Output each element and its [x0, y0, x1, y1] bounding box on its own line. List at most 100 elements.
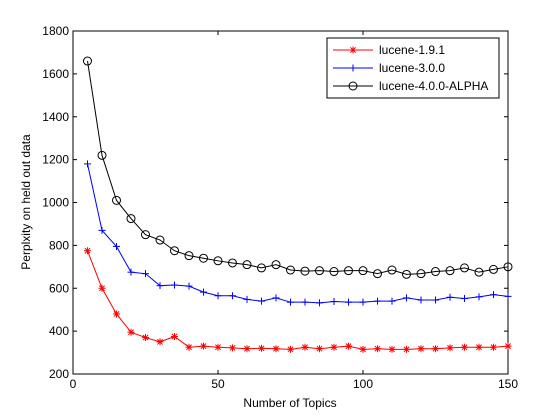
data-point-lucene-1-9-1 [258, 344, 265, 352]
data-point-lucene-3-0-0 [98, 226, 106, 234]
legend-marker [349, 64, 357, 72]
series-lucene-3-0-0 [84, 160, 512, 307]
data-point-lucene-3-0-0 [388, 297, 396, 305]
series-layer [83, 56, 513, 353]
data-point-lucene-1-9-1 [475, 343, 483, 351]
y-tick-label: 400 [49, 324, 69, 338]
data-point-lucene-4-0-0-alpha [373, 269, 382, 279]
data-point-lucene-3-0-0 [316, 299, 323, 307]
data-point-lucene-4-0-0-alpha [503, 262, 513, 272]
data-point-lucene-1-9-1 [185, 343, 193, 351]
data-point-lucene-1-9-1 [243, 345, 251, 353]
data-point-lucene-3-0-0 [84, 160, 91, 168]
data-point-lucene-1-9-1 [359, 345, 367, 353]
data-point-lucene-1-9-1 [461, 343, 468, 351]
data-point-lucene-4-0-0-alpha [402, 269, 411, 279]
data-point-lucene-4-0-0-alpha [126, 214, 136, 224]
data-point-lucene-1-9-1 [504, 342, 512, 350]
data-point-lucene-1-9-1 [374, 345, 381, 353]
data-point-lucene-3-0-0 [243, 295, 251, 303]
data-point-lucene-3-0-0 [258, 297, 265, 305]
axis-ticks [72, 30, 509, 375]
legend-label: lucene-3.0.0 [379, 61, 445, 75]
data-point-lucene-4-0-0-alpha [83, 56, 92, 66]
data-point-lucene-4-0-0-alpha [257, 263, 266, 273]
series-lucene-4-0-0-alpha [83, 56, 513, 279]
data-point-lucene-1-9-1 [446, 344, 454, 352]
data-point-lucene-1-9-1 [156, 338, 164, 346]
data-point-lucene-3-0-0 [287, 298, 294, 306]
data-point-lucene-3-0-0 [214, 292, 222, 300]
data-point-lucene-4-0-0-alpha [460, 263, 469, 273]
data-point-lucene-1-9-1 [84, 247, 91, 255]
data-point-lucene-1-9-1 [432, 345, 439, 353]
legend-marker [349, 46, 357, 54]
data-point-lucene-3-0-0 [490, 291, 497, 299]
data-point-lucene-1-9-1 [142, 334, 149, 342]
legend-item-lucene-1-9-1: lucene-1.9.1 [333, 43, 445, 57]
data-point-lucene-4-0-0-alpha [315, 266, 324, 276]
legend-item-lucene-4-0-0-alpha: lucene-4.0.0-ALPHA [333, 79, 488, 93]
data-point-lucene-3-0-0 [229, 292, 236, 300]
data-point-lucene-3-0-0 [345, 298, 352, 306]
data-point-lucene-1-9-1 [301, 343, 309, 351]
data-point-lucene-1-9-1 [388, 345, 396, 353]
x-tick-label: 0 [70, 377, 77, 391]
data-point-lucene-1-9-1 [316, 345, 323, 353]
data-point-lucene-4-0-0-alpha [213, 256, 223, 266]
y-tick-label: 1000 [42, 196, 69, 210]
data-point-lucene-4-0-0-alpha [300, 266, 310, 276]
y-axis-title: Perplxity on held out data [19, 134, 33, 270]
data-point-lucene-3-0-0 [200, 288, 207, 296]
data-point-lucene-1-9-1 [272, 345, 280, 353]
y-tick-label: 200 [49, 367, 69, 381]
data-point-lucene-4-0-0-alpha [489, 264, 498, 274]
data-point-lucene-4-0-0-alpha [228, 258, 237, 268]
data-point-lucene-1-9-1 [403, 345, 410, 353]
y-tick-label: 1400 [42, 110, 69, 124]
data-point-lucene-4-0-0-alpha [344, 266, 353, 276]
data-point-lucene-3-0-0 [171, 281, 178, 289]
x-tick-label: 150 [498, 377, 518, 391]
y-tick-label: 1600 [42, 67, 69, 81]
data-point-lucene-4-0-0-alpha [141, 230, 150, 240]
x-tick-label: 100 [353, 377, 373, 391]
data-point-lucene-4-0-0-alpha [387, 265, 397, 275]
data-point-lucene-3-0-0 [330, 298, 338, 306]
data-point-lucene-4-0-0-alpha [199, 253, 208, 263]
data-point-lucene-3-0-0 [461, 295, 468, 303]
data-point-lucene-3-0-0 [127, 268, 135, 276]
data-point-lucene-4-0-0-alpha [184, 251, 194, 261]
data-point-lucene-3-0-0 [446, 293, 454, 301]
data-point-lucene-1-9-1 [417, 345, 425, 353]
data-point-lucene-1-9-1 [330, 343, 338, 351]
data-point-lucene-3-0-0 [504, 292, 512, 300]
data-point-lucene-3-0-0 [272, 294, 280, 302]
data-point-lucene-4-0-0-alpha [445, 266, 455, 276]
data-point-lucene-1-9-1 [490, 343, 497, 351]
data-point-lucene-3-0-0 [403, 294, 410, 302]
data-point-lucene-3-0-0 [475, 293, 483, 301]
y-tick-label: 800 [49, 238, 69, 252]
legend-item-lucene-3-0-0: lucene-3.0.0 [333, 61, 445, 75]
data-point-lucene-1-9-1 [98, 284, 106, 292]
data-point-lucene-4-0-0-alpha [329, 267, 339, 277]
legend-label: lucene-4.0.0-ALPHA [379, 79, 488, 93]
data-point-lucene-4-0-0-alpha [170, 246, 179, 256]
legend-label: lucene-1.9.1 [379, 43, 445, 57]
data-point-lucene-1-9-1 [200, 342, 207, 350]
legend-marker [348, 81, 358, 91]
x-axis-title: Number of Topics [243, 396, 336, 410]
data-point-lucene-3-0-0 [359, 298, 367, 306]
data-point-lucene-4-0-0-alpha [97, 150, 107, 160]
data-point-lucene-1-9-1 [127, 328, 135, 336]
data-point-lucene-4-0-0-alpha [474, 267, 484, 277]
data-point-lucene-3-0-0 [301, 298, 309, 306]
data-point-lucene-3-0-0 [185, 282, 193, 290]
data-point-lucene-3-0-0 [417, 296, 425, 304]
data-point-lucene-3-0-0 [113, 242, 120, 250]
data-point-lucene-1-9-1 [171, 332, 178, 340]
data-point-lucene-4-0-0-alpha [286, 265, 295, 275]
data-point-lucene-4-0-0-alpha [358, 266, 368, 276]
